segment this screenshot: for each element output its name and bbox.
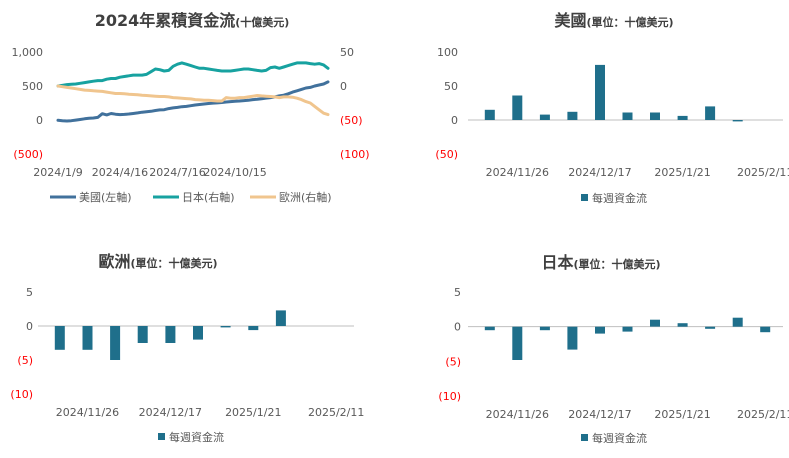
legend-swatch [581,434,588,441]
y-axis-tick-label: (50) [435,148,458,161]
bar [248,326,259,331]
eu-weekly-chart: 歐洲(單位：十億美元) 5 0 (5) (10) 2024/11/26 2024/12/17… [10,252,364,444]
bar [54,326,65,350]
legend-swatch [581,194,588,201]
y-axis-tick-label: 0 [454,321,461,334]
x-axis-tick-label: 2024/4/16 [92,166,148,179]
bar [732,317,743,327]
jp-weekly-panel: 日本(單位：十億美元) 5 0 (5) (10) 2024/11/26 2024/12/17… [395,240,789,454]
left-axis-tick-label: 500 [22,80,43,93]
x-axis-tick-label: 2025/2/11 [308,406,364,419]
bar [567,111,578,120]
y-axis-tick-label: (5) [17,354,33,367]
x-axis-tick-label: 2024/7/16 [149,166,205,179]
series-line-jp [56,61,330,88]
legend-swatch [158,433,165,440]
bar [484,109,495,120]
bar [275,310,286,326]
y-axis-tick-label: 5 [454,286,461,299]
legend-label: 每週資金流 [592,431,647,445]
chart-title: 2024年累積資金流(十億美元) [95,11,290,30]
y-axis-tick-label: 0 [26,320,33,333]
x-axis-tick-label: 2025/1/21 [225,406,281,419]
chart-title: 日本(單位：十億美元) [541,253,660,272]
bar [595,326,605,334]
us-weekly-chart: 美國(單位：十億美元) 100 50 0 (50) 2024/11/26 2024/12/1… [435,11,789,205]
right-axis-tick-label: 50 [340,46,354,59]
bar [650,112,660,120]
x-axis-tick-label: 2024/12/17 [568,166,631,179]
bar [512,326,523,360]
x-axis-tick-label: 2025/2/11 [737,166,789,179]
y-axis-tick-label: (10) [10,388,33,401]
bar [82,326,93,350]
bar [677,323,688,327]
x-axis-tick-label: 2024/1/9 [33,166,82,179]
bar [595,64,605,120]
right-axis-tick-label: (100) [340,148,370,161]
cumulative-flow-panel: 2024年累積資金流(十億美元) 1,000 500 0 (500) 50 0 (50) (10… [0,0,390,215]
x-axis-tick-label: 2024/11/26 [486,166,549,179]
y-axis-tick-label: (5) [445,355,461,368]
y-axis-tick-label: (10) [438,390,461,403]
chart-title: 美國(單位：十億美元) [554,11,673,30]
y-axis-tick-label: 100 [437,46,458,59]
bar [705,326,716,329]
jp-weekly-chart: 日本(單位：十億美元) 5 0 (5) (10) 2024/11/26 2024/12/17… [438,253,789,445]
eu-weekly-panel: 歐洲(單位：十億美元) 5 0 (5) (10) 2024/11/26 2024/12/17… [0,240,390,454]
left-axis-tick-label: (500) [13,148,43,161]
x-axis-tick-label: 2025/2/11 [737,408,789,421]
bar [484,326,495,331]
right-axis-tick-label: 0 [340,80,347,93]
chart-title: 歐洲(單位：十億美元) [98,252,217,271]
legend-label: 每週資金流 [169,430,224,444]
y-axis-tick-label: 0 [451,114,458,127]
bar [677,115,688,120]
bar [165,326,176,343]
y-axis-tick-label: 5 [26,286,33,299]
x-axis-tick-label: 2025/1/21 [654,166,710,179]
bar [539,114,550,120]
left-axis-tick-label: 1,000 [12,46,44,59]
bar [220,326,231,328]
left-axis-tick-label: 0 [36,114,43,127]
legend-label-jp: 日本(右軸) [182,190,235,204]
bar [622,326,633,332]
x-axis-tick-label: 2024/11/26 [486,408,549,421]
x-axis-tick-label: 2024/12/17 [568,408,631,421]
y-axis-tick-label: 50 [444,80,458,93]
series-line-us [56,80,330,123]
bar [567,326,578,350]
x-axis-tick-label: 2024/12/17 [139,406,202,419]
x-axis-tick-label: 2024/11/26 [56,406,119,419]
series-line-eu [56,84,330,117]
right-axis-tick-label: (50) [340,114,363,127]
cumulative-flow-chart: 2024年累積資金流(十億美元)1,0005000(500)500(50)(10… [12,11,370,204]
bar [193,326,203,340]
bar [622,112,633,120]
legend-label: 每週資金流 [592,191,647,205]
bar [705,106,716,120]
bar [137,326,148,343]
legend-label-eu: 歐洲(右軸) [279,190,332,204]
bar [512,95,523,120]
x-axis-tick-label: 2025/1/21 [654,408,710,421]
bar [760,326,771,333]
bar [539,326,550,331]
bar [732,120,743,122]
us-weekly-panel: 美國(單位：十億美元) 100 50 0 (50) 2024/11/26 2024/12/1… [395,0,789,215]
bar [110,326,121,360]
bar [650,319,660,327]
legend-label-us: 美國(左軸) [79,190,132,204]
x-axis-tick-label: 2024/10/15 [203,166,266,179]
